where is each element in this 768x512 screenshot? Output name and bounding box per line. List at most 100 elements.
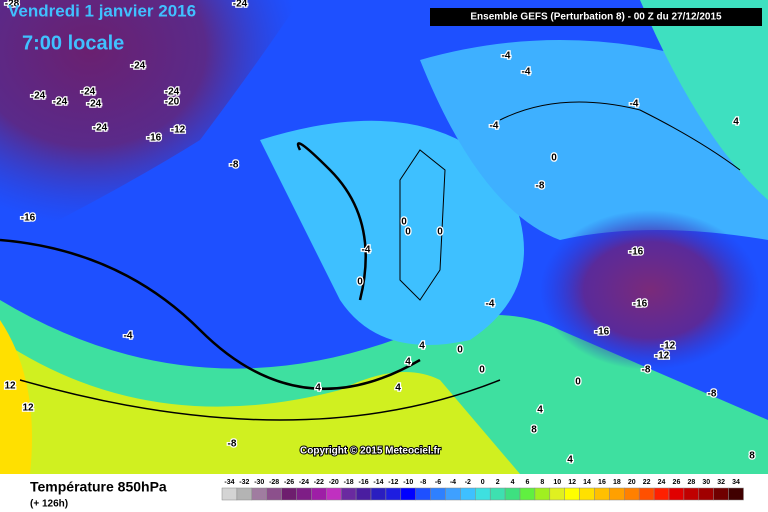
contour-label: -4 xyxy=(522,67,531,78)
scale-swatch xyxy=(698,487,714,501)
contour-label: -8 xyxy=(230,160,239,171)
contour-label: -16 xyxy=(21,213,36,224)
scale-label: -10 xyxy=(403,479,413,486)
scale-label: 0 xyxy=(481,479,485,486)
scale-swatch xyxy=(519,487,536,501)
scale-swatch xyxy=(549,487,565,501)
contour-label: -24 xyxy=(165,87,180,98)
contour-label: -16 xyxy=(629,247,644,258)
scale-label: 12 xyxy=(568,479,576,486)
contour-label: -12 xyxy=(171,125,186,136)
contour-label: -8 xyxy=(228,439,237,450)
scale-swatch xyxy=(668,487,685,501)
scale-swatch xyxy=(489,487,506,501)
contour-label: -4 xyxy=(490,121,499,132)
contour-label: 12 xyxy=(22,403,34,414)
scale-swatch xyxy=(475,487,491,501)
scale-swatch xyxy=(460,487,476,501)
scale-label: 32 xyxy=(717,479,725,486)
scale-label: 4 xyxy=(511,479,515,486)
scale-label: -12 xyxy=(388,479,398,486)
contour-label: 0 xyxy=(457,345,463,356)
contour-label: -24 xyxy=(87,99,102,110)
scale-swatch xyxy=(355,487,372,501)
scale-swatch xyxy=(266,487,282,501)
contour-label: 0 xyxy=(401,217,407,228)
scale-swatch xyxy=(281,487,297,501)
contour-label: -8 xyxy=(642,365,651,376)
footer-title: Température 850hPa xyxy=(30,479,167,495)
scale-label: 16 xyxy=(598,479,606,486)
scale-swatch xyxy=(326,487,342,501)
contour-label: -24 xyxy=(31,91,46,102)
contour-label: -12 xyxy=(655,351,670,362)
contour-label: -24 xyxy=(93,123,108,134)
contour-label: 0 xyxy=(357,277,363,288)
scale-swatch xyxy=(624,487,640,501)
scale-swatch xyxy=(385,487,402,501)
contour-label: -12 xyxy=(661,341,676,352)
scale-label: 20 xyxy=(628,479,636,486)
scale-swatch xyxy=(340,487,357,501)
contour-label: -24 xyxy=(53,97,68,108)
scale-swatch xyxy=(564,487,580,501)
scale-label: 30 xyxy=(702,479,710,486)
scale-swatch xyxy=(728,487,744,501)
scale-swatch xyxy=(221,487,238,501)
scale-label: -16 xyxy=(358,479,368,486)
contour-label: 8 xyxy=(531,425,537,436)
contour-label: 0 xyxy=(551,153,557,164)
scale-label: 26 xyxy=(673,479,681,486)
contour-label: 0 xyxy=(479,365,485,376)
scale-swatch xyxy=(713,487,729,501)
contour-label: 0 xyxy=(575,377,581,388)
run-info: Ensemble GEFS (Perturbation 8) - 00 Z du… xyxy=(470,12,722,23)
contour-label: 4 xyxy=(419,341,425,352)
contour-label: -16 xyxy=(633,299,648,310)
contour-label: -4 xyxy=(486,299,495,310)
scale-label: -8 xyxy=(420,479,426,486)
contour-labels: -28 -24-24-24-24-24-24-24-20-24-16-12-8-1… xyxy=(3,0,756,467)
contour-label: -24 xyxy=(233,0,248,10)
contour-label: -4 xyxy=(362,245,371,256)
scale-swatch xyxy=(609,487,625,501)
contour-label: 4 xyxy=(733,117,739,128)
scale-label: 18 xyxy=(613,479,621,486)
scale-label: -24 xyxy=(299,479,309,486)
contour-label: 0 xyxy=(437,227,443,238)
scale-label: -26 xyxy=(284,479,294,486)
scale-label: -30 xyxy=(254,479,264,486)
scale-label: -34 xyxy=(224,479,234,486)
scale-label: -22 xyxy=(314,479,324,486)
scale-label: 10 xyxy=(553,479,561,486)
contour-label: 4 xyxy=(567,455,573,466)
scale-label: -14 xyxy=(373,479,383,486)
contour-label: -28 xyxy=(5,0,20,10)
contour-label: -16 xyxy=(595,327,610,338)
scale-swatch xyxy=(579,487,595,501)
scale-swatch xyxy=(504,487,521,501)
scale-swatch xyxy=(445,487,461,501)
map-background xyxy=(0,0,768,474)
scale-swatch xyxy=(415,487,431,501)
scale-swatch xyxy=(430,487,446,501)
scale-label: -32 xyxy=(239,479,249,486)
scale-swatch xyxy=(638,487,655,501)
contour-label: 4 xyxy=(395,383,401,394)
scale-label: 2 xyxy=(496,479,500,486)
scale-label: 34 xyxy=(732,479,740,486)
contour-label: 4 xyxy=(405,357,411,368)
scale-swatch xyxy=(236,487,253,501)
contour-label: -4 xyxy=(630,99,639,110)
scale-label: -4 xyxy=(450,479,456,486)
contour-label: 12 xyxy=(4,381,16,392)
date: Vendredi 1 janvier 2016 xyxy=(8,1,196,20)
scale-label: 6 xyxy=(525,479,529,486)
contour-label: -8 xyxy=(708,389,717,400)
scale-label: -20 xyxy=(329,479,339,486)
scale-label: 14 xyxy=(583,479,591,486)
contour-label: 4 xyxy=(315,383,321,394)
contour-label: -20 xyxy=(165,97,180,108)
contour-label: -24 xyxy=(131,61,146,72)
scale-label: 22 xyxy=(643,479,651,486)
